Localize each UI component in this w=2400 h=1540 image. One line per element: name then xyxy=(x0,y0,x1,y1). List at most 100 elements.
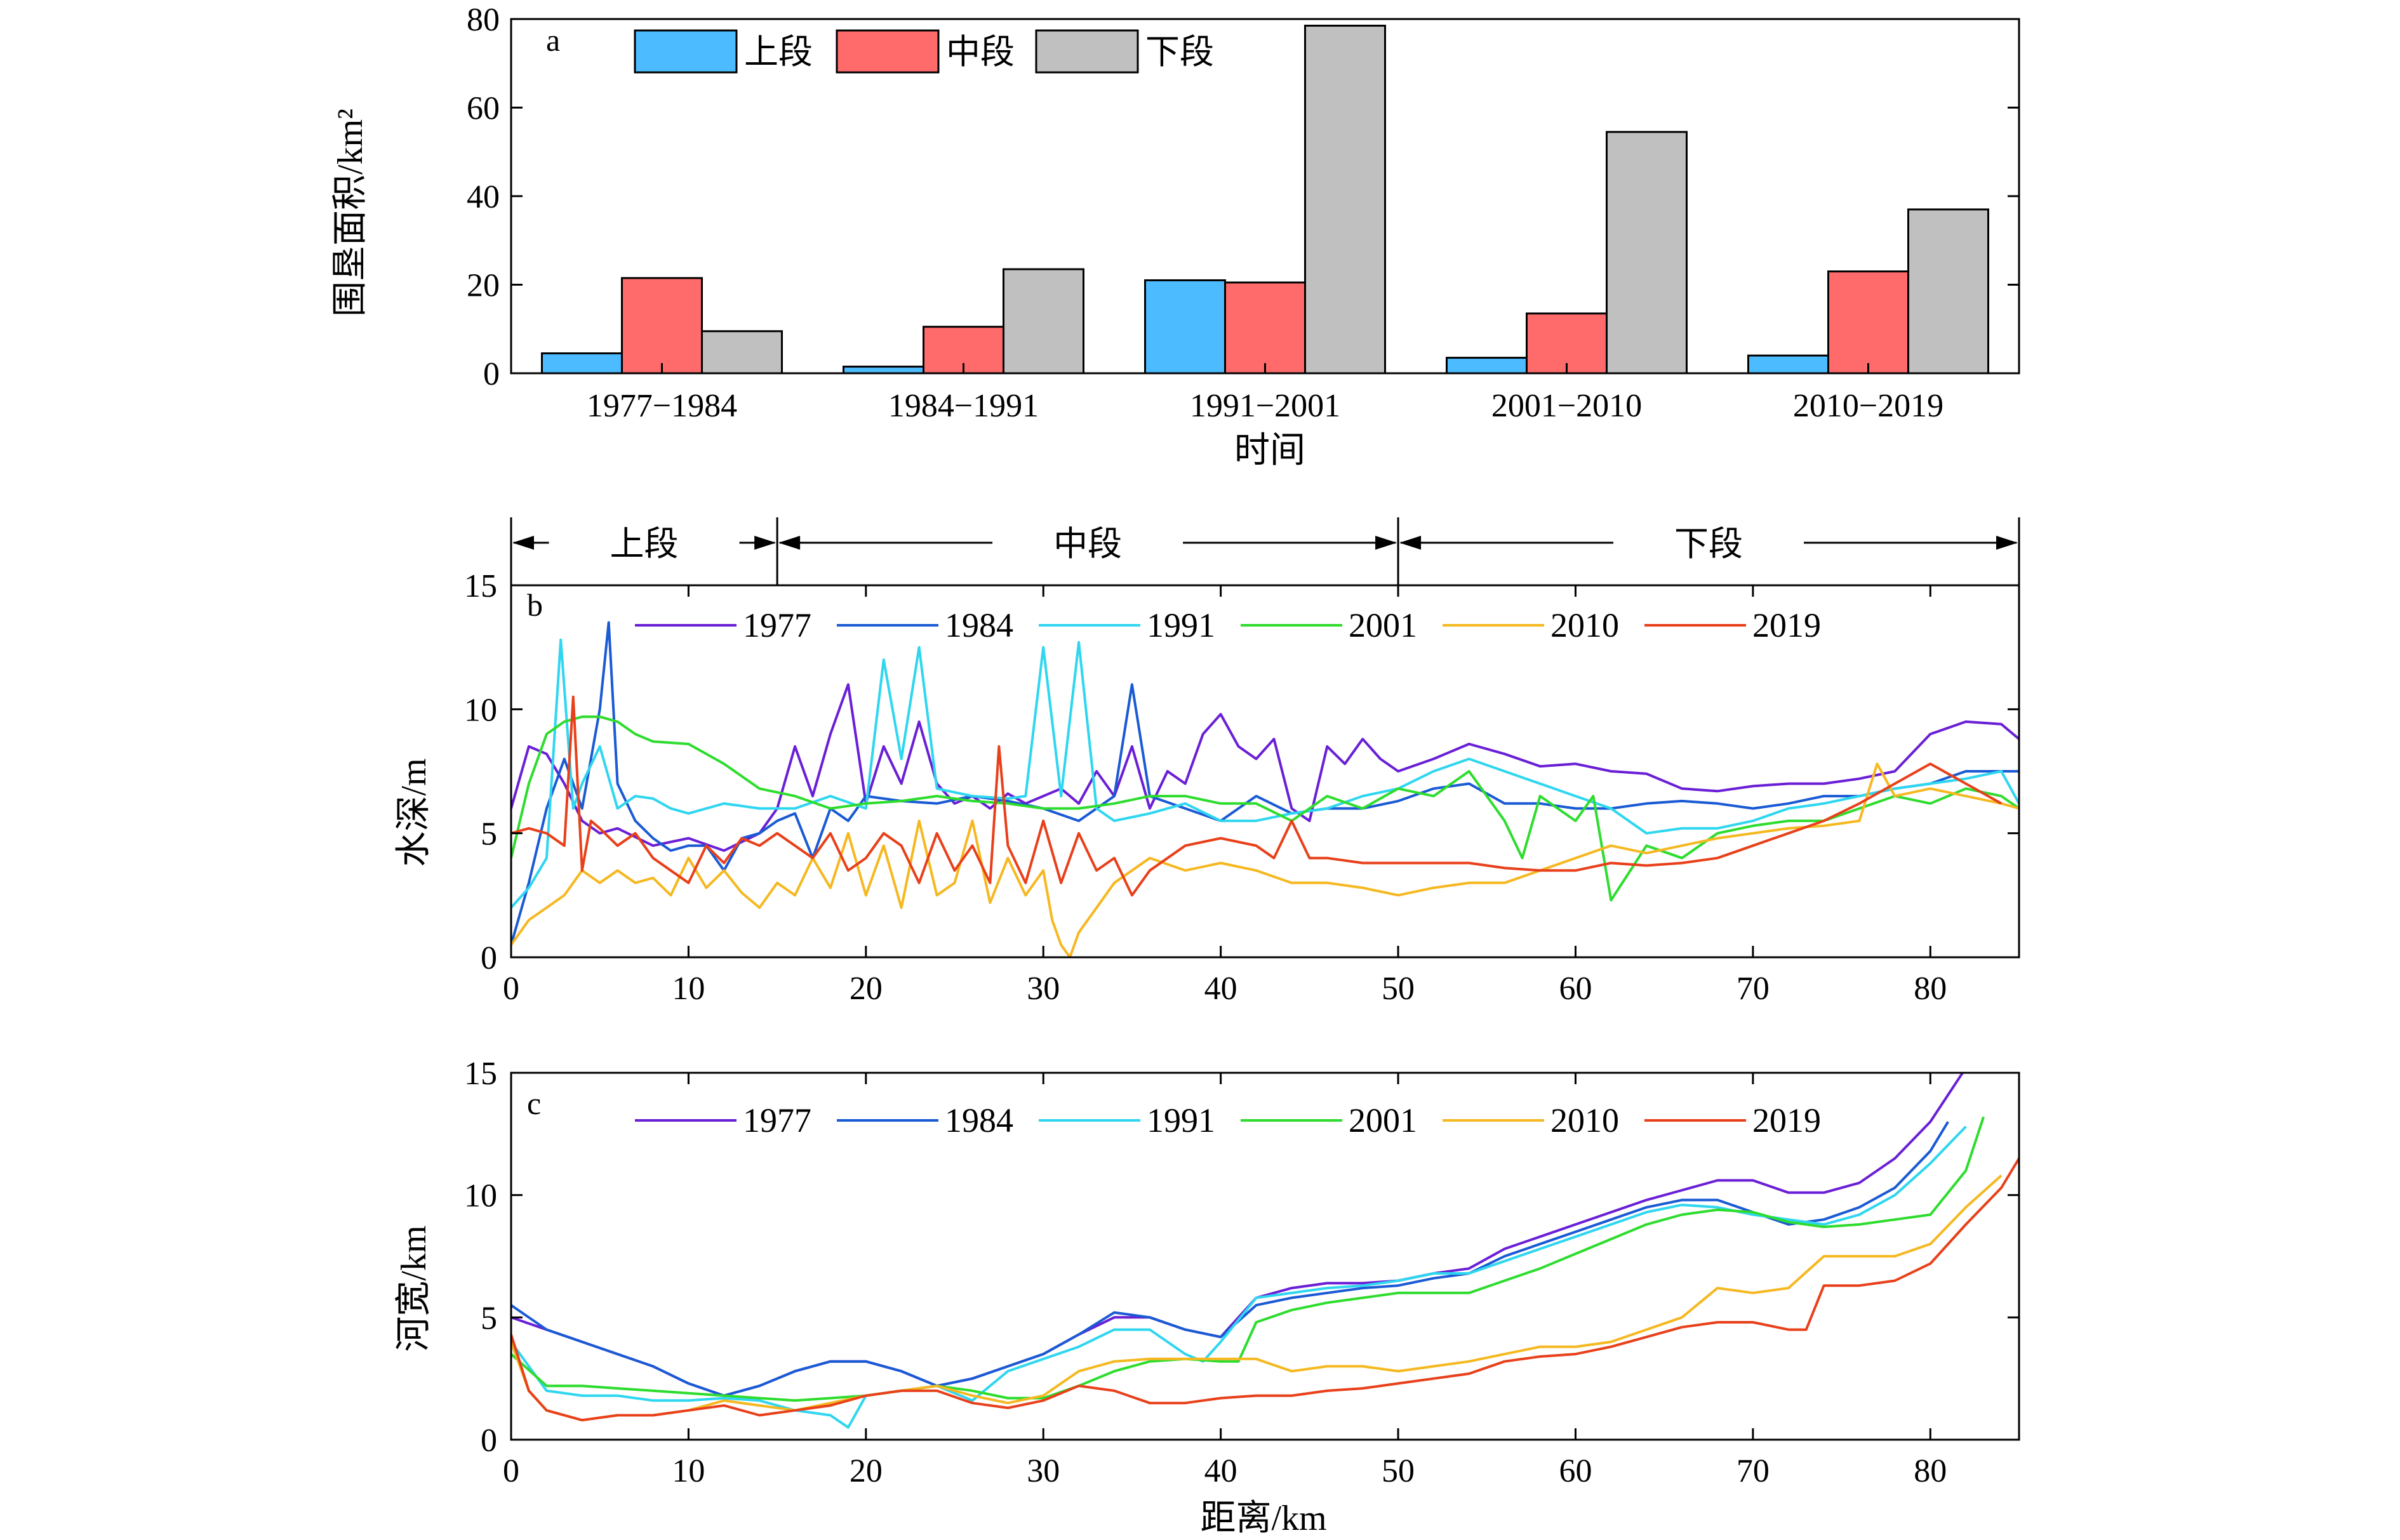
series-line-2001 xyxy=(511,1116,1985,1402)
panel-a-bar-chart: 围垦面积/km² 时间 a 0 20 40 60 80 1977−1984 1984−199… xyxy=(331,2,2020,470)
bar-中段-4 xyxy=(1827,270,1909,375)
panel-a-xtick-label: 1984−1991 xyxy=(888,388,1039,424)
panel-1-frame xyxy=(510,584,2020,959)
xtick-label: 0 xyxy=(503,971,519,1007)
series-line-1984 xyxy=(511,1121,1949,1397)
ytick-label: 15 xyxy=(464,568,497,604)
panel-a-ytick-label: 60 xyxy=(467,91,500,127)
xtick-label: 70 xyxy=(1737,971,1770,1007)
panel-c-xlabel: 距离/km xyxy=(1200,1499,1326,1538)
xtick-label: 60 xyxy=(1559,971,1592,1007)
bar-中段-2 xyxy=(1224,281,1306,375)
legend-label-中段: 中段 xyxy=(946,33,1015,71)
bar-上段-1 xyxy=(843,366,924,375)
xtick-label: 40 xyxy=(1204,971,1237,1007)
xtick-label: 50 xyxy=(1382,1453,1415,1489)
panel-a-ylabel: 围垦面积/km² xyxy=(331,109,370,317)
panel-c-letter: c xyxy=(527,1085,541,1121)
panel-a-letter: a xyxy=(546,22,560,58)
xtick-label: 80 xyxy=(1914,1453,1947,1489)
series-line-1991 xyxy=(511,1125,1967,1429)
segment-label: 下段 xyxy=(1674,525,1743,563)
panel-a-xtick-label: 1991−2001 xyxy=(1190,388,1340,424)
panel-a-xtick-label: 2010−2019 xyxy=(1793,388,1943,424)
segment-arrowhead-right xyxy=(1996,536,2018,550)
xtick-label: 70 xyxy=(1737,1453,1770,1489)
ytick-label: 5 xyxy=(481,1300,497,1336)
series-line-2010 xyxy=(511,762,2019,957)
series-line-1977 xyxy=(511,1073,1964,1397)
segment-arrowhead-right xyxy=(754,536,777,550)
ytick-label: 10 xyxy=(464,692,497,728)
ytick-label: 15 xyxy=(464,1056,497,1092)
legend-label-2019: 2019 xyxy=(1752,1101,1821,1139)
xtick-label: 10 xyxy=(672,971,705,1007)
panel-a-ytick-label: 40 xyxy=(467,179,500,215)
panel-a-ytick-label: 20 xyxy=(467,268,500,304)
legend-label-1977: 1977 xyxy=(743,606,811,644)
bar-中段-0 xyxy=(621,277,703,375)
bar-下段-2 xyxy=(1304,24,1386,375)
panel-c-ylabel: 河宽/km xyxy=(394,1225,434,1351)
xtick-label: 30 xyxy=(1027,971,1060,1007)
legend-label-1991: 1991 xyxy=(1147,1101,1215,1139)
ytick-label: 0 xyxy=(481,940,497,976)
series-line-1977 xyxy=(511,683,2019,852)
legend-label-2010: 2010 xyxy=(1550,1101,1619,1139)
series-line-2019 xyxy=(511,695,2003,897)
legend-swatch-中段 xyxy=(836,29,940,74)
legend-label-上段: 上段 xyxy=(744,33,813,71)
xtick-label: 10 xyxy=(672,1453,705,1489)
bar-下段-0 xyxy=(701,330,783,375)
bar-上段-0 xyxy=(541,352,623,375)
ytick-label: 0 xyxy=(481,1423,497,1459)
legend-label-1977: 1977 xyxy=(743,1101,811,1139)
xtick-label: 40 xyxy=(1204,1453,1237,1489)
legend-swatch-上段 xyxy=(634,29,738,74)
xtick-label: 20 xyxy=(850,1453,883,1489)
panel-a-xtick-label: 1977−1984 xyxy=(587,388,737,424)
legend-label-2001: 2001 xyxy=(1349,1101,1417,1139)
panel-b-line-chart: 水深/m b 0 5 10 15 0 10 20 30 40 50 60 70 80 1977 1984 19… xyxy=(394,517,2020,1007)
xtick-label: 60 xyxy=(1559,1453,1592,1489)
panel-a-xtick-label: 2001−2010 xyxy=(1491,388,1642,424)
panel-a-xlabel: 时间 xyxy=(1234,431,1305,470)
xtick-label: 20 xyxy=(850,971,883,1007)
legend-label-2019: 2019 xyxy=(1752,606,1821,644)
legend-label-1984: 1984 xyxy=(945,1101,1013,1139)
bar-上段-3 xyxy=(1446,357,1528,375)
bar-上段-4 xyxy=(1747,354,1829,375)
xtick-label: 80 xyxy=(1914,971,1947,1007)
legend-label-1991: 1991 xyxy=(1147,606,1215,644)
series-line-1991 xyxy=(511,638,2019,909)
ytick-label: 5 xyxy=(481,816,497,853)
xtick-label: 30 xyxy=(1027,1453,1060,1489)
xtick-label: 50 xyxy=(1382,971,1415,1007)
legend-label-2010: 2010 xyxy=(1550,606,1619,644)
legend-label-1984: 1984 xyxy=(945,606,1013,644)
bar-下段-3 xyxy=(1606,131,1688,375)
panel-2-frame xyxy=(510,1072,2020,1441)
segment-arrowhead-left xyxy=(778,536,801,550)
ytick-label: 10 xyxy=(464,1178,497,1214)
legend-swatch-下段 xyxy=(1035,29,1139,74)
segment-label: 上段 xyxy=(610,525,679,563)
segment-arrowhead-left xyxy=(1399,536,1422,550)
panel-b-letter: b xyxy=(527,587,543,623)
bar-下段-1 xyxy=(1003,268,1084,375)
segment-arrowhead-left xyxy=(512,536,534,550)
bar-上段-2 xyxy=(1144,279,1226,375)
xtick-label: 0 xyxy=(503,1453,519,1489)
series-line-2001 xyxy=(511,715,2019,902)
panel-a-ytick-label: 0 xyxy=(483,356,500,392)
series-line-2010 xyxy=(511,1174,2003,1422)
panel-a-ytick-label: 80 xyxy=(467,2,500,38)
panel-b-ylabel: 水深/m xyxy=(394,758,434,866)
legend-label-下段: 下段 xyxy=(1145,33,1214,71)
segment-label: 中段 xyxy=(1053,525,1122,563)
legend-label-2001: 2001 xyxy=(1349,606,1417,644)
series-line-2019 xyxy=(511,1157,2019,1422)
panel-c-line-chart: 河宽/km 距离/km c 0 5 10 15 0 10 20 30 40 50 60 70 80 197… xyxy=(394,1056,2020,1538)
bar-下段-4 xyxy=(1907,208,1989,375)
